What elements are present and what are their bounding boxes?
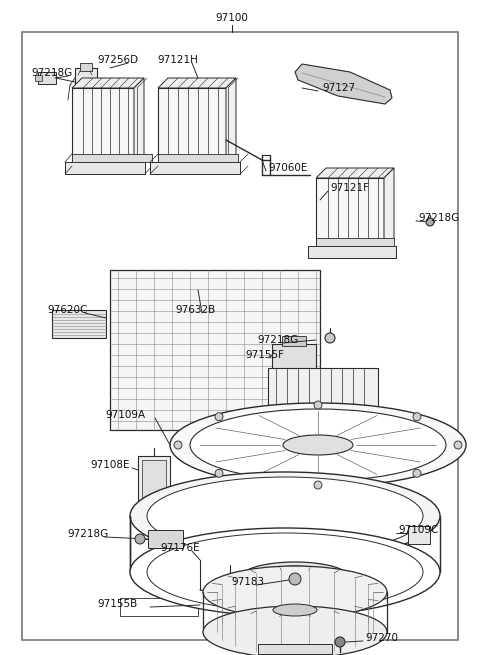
Bar	[80, 63, 92, 71]
Text: 97127: 97127	[322, 83, 355, 93]
Bar	[72, 88, 134, 166]
Circle shape	[289, 573, 301, 585]
Text: 97108E: 97108E	[90, 460, 130, 470]
Bar	[316, 238, 394, 246]
Text: 97155B: 97155B	[98, 599, 138, 609]
Bar	[150, 162, 240, 174]
Polygon shape	[316, 168, 394, 178]
Ellipse shape	[147, 477, 423, 555]
Bar	[282, 336, 306, 346]
Text: 97218G: 97218G	[257, 335, 299, 345]
Bar	[38, 72, 56, 84]
Bar	[52, 310, 106, 338]
Circle shape	[174, 441, 182, 449]
Text: 97100: 97100	[216, 13, 249, 23]
Text: 97218G: 97218G	[67, 529, 108, 539]
Text: 97620C: 97620C	[48, 305, 88, 315]
Bar	[138, 456, 170, 506]
Circle shape	[325, 333, 335, 343]
Bar	[75, 68, 97, 86]
Polygon shape	[295, 64, 392, 104]
Ellipse shape	[130, 528, 440, 616]
Circle shape	[215, 413, 223, 421]
Circle shape	[314, 401, 322, 409]
Text: 97256D: 97256D	[97, 55, 139, 65]
Ellipse shape	[147, 533, 423, 611]
Bar	[35, 75, 42, 81]
Polygon shape	[226, 78, 236, 166]
Bar	[120, 598, 198, 616]
Text: 97109A: 97109A	[105, 410, 145, 420]
Bar	[268, 368, 378, 420]
Polygon shape	[134, 78, 144, 166]
Circle shape	[413, 469, 421, 477]
Ellipse shape	[170, 403, 466, 487]
Polygon shape	[158, 78, 236, 88]
Circle shape	[135, 534, 145, 544]
Circle shape	[413, 413, 421, 421]
Text: 97176E: 97176E	[160, 543, 200, 553]
Ellipse shape	[130, 472, 440, 560]
Text: 97121H: 97121H	[157, 55, 198, 65]
Ellipse shape	[190, 409, 446, 481]
Bar	[72, 154, 152, 162]
Bar	[142, 460, 166, 502]
Bar	[148, 530, 183, 548]
Text: 97632B: 97632B	[176, 305, 216, 315]
Text: 97109C: 97109C	[398, 525, 438, 535]
Ellipse shape	[283, 435, 353, 455]
Ellipse shape	[253, 566, 337, 590]
Bar	[258, 644, 332, 654]
Bar	[65, 162, 145, 174]
Circle shape	[335, 637, 345, 647]
Text: 97183: 97183	[231, 577, 264, 587]
Ellipse shape	[203, 606, 387, 655]
Text: 97270: 97270	[365, 633, 398, 643]
Ellipse shape	[203, 566, 387, 618]
Bar	[408, 526, 430, 544]
Text: 97155F: 97155F	[245, 350, 285, 360]
Text: 97121F: 97121F	[330, 183, 369, 193]
Text: 97218G: 97218G	[418, 213, 459, 223]
Bar	[158, 154, 238, 162]
Polygon shape	[384, 168, 394, 250]
Ellipse shape	[240, 562, 350, 594]
Bar	[272, 344, 316, 374]
Circle shape	[215, 469, 223, 477]
Bar	[110, 270, 320, 430]
Text: 97218G: 97218G	[31, 68, 72, 78]
Circle shape	[426, 218, 434, 226]
Polygon shape	[72, 78, 144, 88]
Ellipse shape	[273, 604, 317, 616]
Circle shape	[454, 441, 462, 449]
Circle shape	[314, 481, 322, 489]
Bar	[158, 88, 226, 166]
Bar	[316, 178, 384, 250]
Text: 97060E: 97060E	[268, 163, 307, 173]
Bar	[308, 246, 396, 258]
